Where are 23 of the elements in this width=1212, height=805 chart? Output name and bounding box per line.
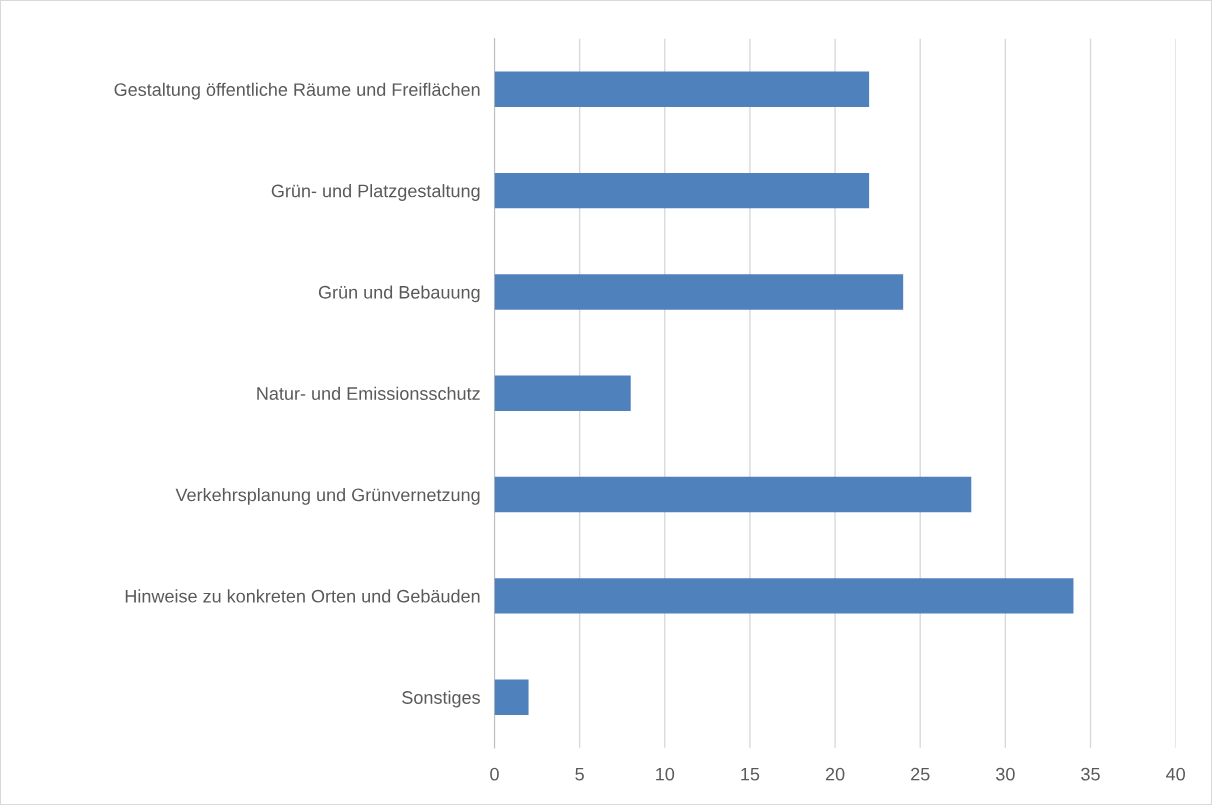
y-tick-label: Natur- und Emissionsschutz: [257, 386, 480, 400]
bar: [494, 172, 870, 209]
y-tick-label: Verkehrsplanung und Grünvernetzung: [175, 488, 480, 505]
y-tick-label: Grün- und Platzgestaltung: [271, 184, 480, 201]
y-tick-label: Gestaltung öffentliche Räume und Freiflächen: [114, 82, 480, 100]
x-tick-label: 15: [741, 767, 760, 781]
x-tick-label: 25: [911, 767, 930, 781]
bar: [494, 274, 904, 310]
y-tick-label: Sonstiges: [402, 690, 480, 708]
x-tick-label: 10: [656, 767, 675, 781]
x-tick-label: 5: [575, 767, 584, 781]
bar: [494, 71, 870, 108]
bar: [494, 476, 972, 513]
x-tick-label: 40: [1166, 767, 1185, 781]
x-tick-label: 35: [1081, 767, 1100, 781]
x-tick-label: 20: [825, 767, 845, 781]
x-tick-label: 0: [490, 767, 499, 781]
bar: [494, 578, 1074, 614]
bar: [494, 375, 631, 411]
y-tick-label: Hinweise zu konkreten Orten und Gebäuden: [125, 589, 480, 603]
y-tick-label: Grün und Bebauung: [318, 285, 480, 303]
x-tick-label: 30: [996, 767, 1015, 781]
bar: [494, 679, 529, 715]
